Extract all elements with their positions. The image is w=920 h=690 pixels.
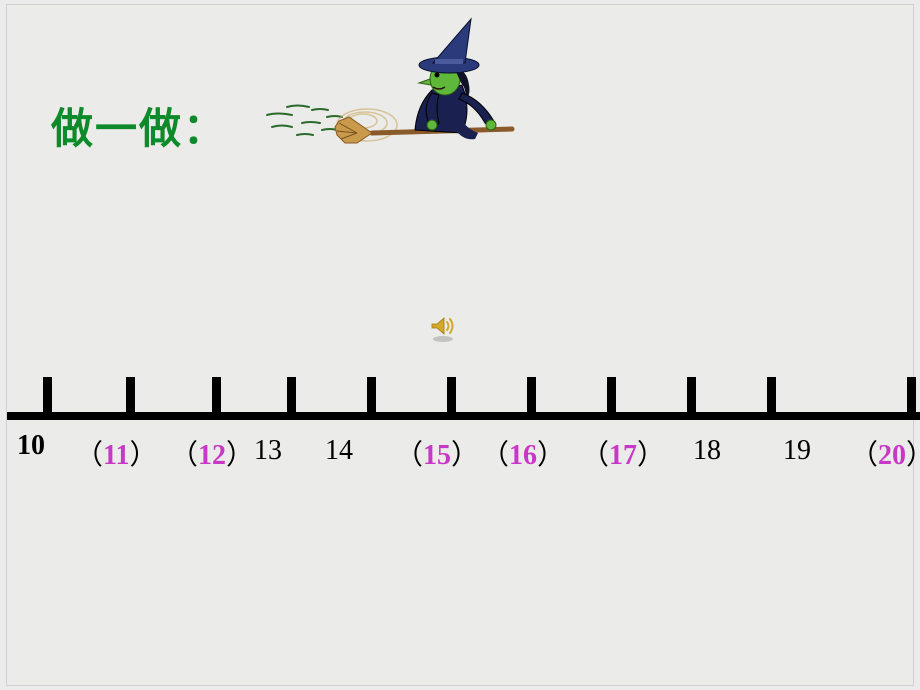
tick-4 [367,377,376,412]
number-line: 10 （11） （12）13 14 （15）（16） （17） 18 19 （20） [7,375,920,495]
tick-7 [607,377,616,412]
number-label-18: 18 [693,435,721,467]
slide-canvas: 做一做： [6,4,914,686]
number-label-19: 19 [783,435,811,467]
number-label-11: （11） [75,433,158,473]
page-title: 做一做： [51,95,227,156]
number-label-17: （17） [581,433,665,473]
number-line-axis [7,412,920,420]
tick-5 [447,377,456,412]
sound-icon[interactable] [428,313,458,343]
number-label-12: （12） [170,433,254,473]
number-label-20: （20） [850,433,920,473]
number-label-16: （16） [481,433,565,473]
tick-3 [287,377,296,412]
number-label-15: （15） [395,433,479,473]
tick-2 [212,377,221,412]
number-label-14: 14 [325,435,353,467]
tick-0 [43,377,52,412]
witch-illustration [257,15,537,175]
title-text: 做一做： [51,107,227,153]
tick-9 [767,377,776,412]
tick-1 [126,377,135,412]
number-label-10: 10 [17,430,45,462]
tick-6 [527,377,536,412]
tick-8 [687,377,696,412]
tick-10 [907,377,916,412]
number-label-13: 13 [254,435,282,467]
